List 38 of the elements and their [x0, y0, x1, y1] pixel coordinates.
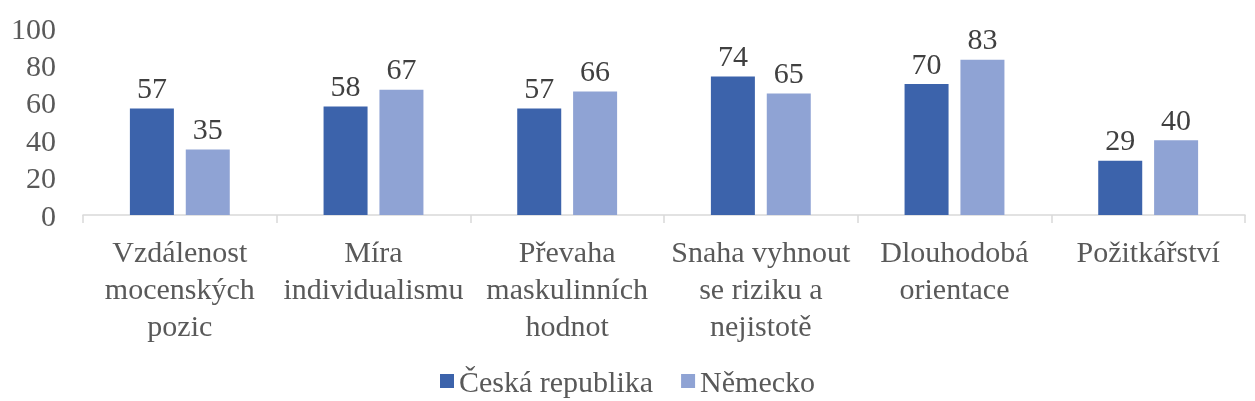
bar: [960, 59, 1005, 215]
bar: [904, 84, 949, 215]
legend-label: Německo: [700, 364, 816, 398]
bar: [323, 106, 368, 215]
data-label: 70: [911, 46, 942, 80]
x-tick-label: Požitkářství: [1076, 235, 1221, 268]
data-label: 57: [524, 70, 555, 104]
bar: [379, 89, 424, 215]
data-label: 58: [330, 69, 361, 103]
data-label: 40: [1161, 102, 1192, 136]
y-tick-label: 20: [26, 161, 56, 195]
x-tick-label: Vzdálenost mocenských pozic: [104, 235, 255, 342]
bar: [710, 76, 755, 215]
bar: [517, 108, 562, 215]
data-label: 57: [136, 70, 167, 104]
data-label: 67: [386, 52, 417, 86]
bar: [129, 108, 174, 215]
x-tick-label: Převaha maskulinních hodnot: [486, 235, 648, 342]
data-label: 66: [580, 54, 611, 88]
x-tick-label: Snaha vyhnout se riziku a nejistotě: [671, 235, 852, 342]
data-label: 29: [1105, 123, 1136, 157]
y-tick-label: 100: [11, 11, 56, 45]
data-label: 83: [967, 22, 998, 56]
y-tick-label: 80: [26, 48, 56, 82]
data-label: 74: [717, 39, 748, 73]
bar: [573, 91, 618, 215]
y-tick-label: 40: [26, 123, 56, 157]
bar: [766, 93, 811, 215]
data-label: 65: [773, 55, 804, 89]
bar: [1098, 160, 1143, 215]
data-label: 35: [192, 112, 223, 146]
x-tick-label: Dlouhodobá orientace: [880, 235, 1029, 305]
bar: [185, 149, 230, 215]
x-tick-label: Míra individualismu: [283, 235, 464, 305]
bar: [1154, 140, 1199, 215]
y-tick-label: 60: [26, 86, 56, 120]
legend-label: Česká republika: [458, 364, 654, 398]
y-tick-label: 0: [41, 198, 56, 232]
